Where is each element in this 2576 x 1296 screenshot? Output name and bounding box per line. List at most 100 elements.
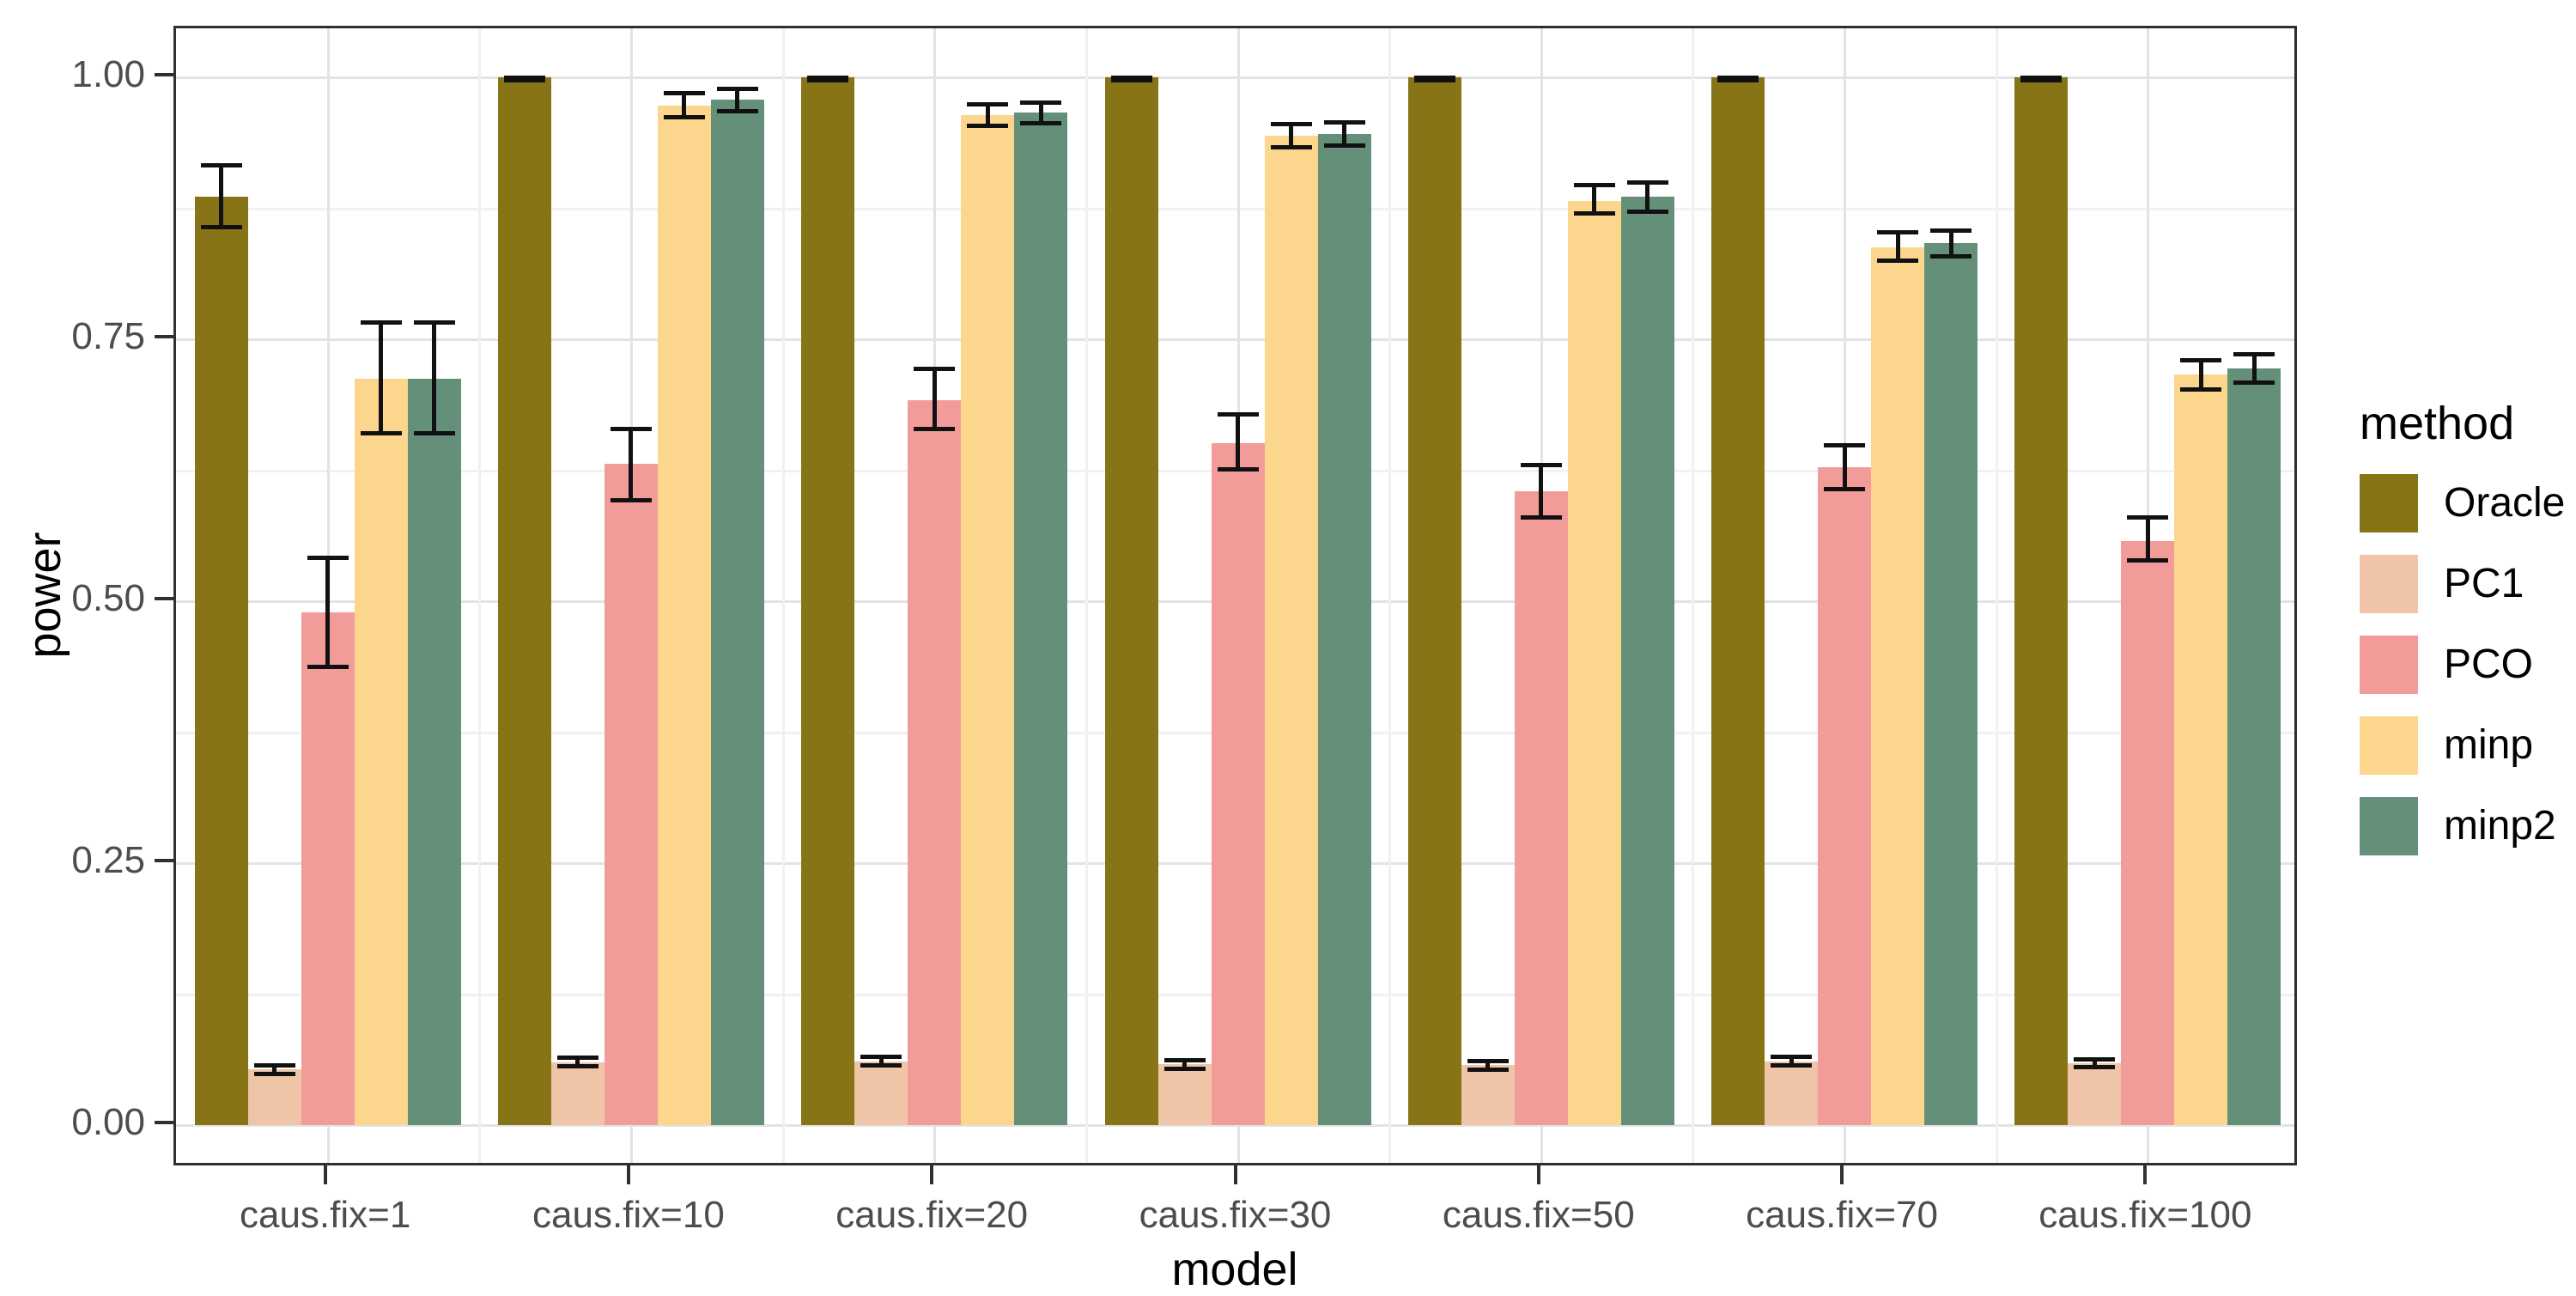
errorbar-cap-bottom-minp-caus.fix=30 xyxy=(1270,145,1312,150)
x-tick-label-caus.fix=20: caus.fix=20 xyxy=(835,1194,1029,1236)
errorbar-cap-bottom-Oracle-caus.fix=30 xyxy=(1110,78,1152,83)
bar-minp-caus.fix=100 xyxy=(2174,374,2228,1125)
errorbar-cap-bottom-Oracle-caus.fix=100 xyxy=(2020,78,2063,83)
gridline-x-minor-2 xyxy=(781,28,785,1163)
errorbar-cap-bottom-minp2-caus.fix=70 xyxy=(1930,254,1972,259)
bar-Oracle-caus.fix=10 xyxy=(497,77,551,1125)
plot-panel xyxy=(173,26,2297,1165)
errorbar-cap-bottom-PCO-caus.fix=100 xyxy=(2127,557,2169,563)
x-tick-caus.fix=30 xyxy=(1233,1165,1237,1184)
bar-PC1-caus.fix=30 xyxy=(1157,1064,1212,1125)
errorbar-cap-top-Oracle-caus.fix=20 xyxy=(807,75,849,80)
errorbar-line-minp-caus.fix=10 xyxy=(682,93,687,118)
y-tick-label-0.75: 0.75 xyxy=(71,315,145,357)
legend-items: Oracle PC1 PCO minp minp2 xyxy=(2360,474,2565,855)
errorbar-cap-bottom-minp2-caus.fix=1 xyxy=(413,431,455,436)
legend-label-minp: minp xyxy=(2444,722,2534,768)
errorbar-cap-bottom-minp-caus.fix=50 xyxy=(1573,211,1615,216)
errorbar-cap-top-minp2-caus.fix=1 xyxy=(413,319,455,325)
errorbar-line-PCO-caus.fix=10 xyxy=(629,429,634,501)
x-tick-label-caus.fix=30: caus.fix=30 xyxy=(1139,1194,1332,1236)
errorbar-cap-bottom-PC1-caus.fix=70 xyxy=(1771,1062,1813,1068)
errorbar-line-minp-caus.fix=100 xyxy=(2198,360,2203,390)
y-tick-label-0.00: 0.00 xyxy=(71,1101,145,1143)
legend-label-PC1: PC1 xyxy=(2444,561,2524,606)
bar-Oracle-caus.fix=30 xyxy=(1104,77,1158,1125)
x-axis-title: model xyxy=(1171,1244,1298,1295)
y-tick-label-0.25: 0.25 xyxy=(71,839,145,881)
errorbar-cap-top-minp2-caus.fix=70 xyxy=(1930,228,1972,233)
bar-PCO-caus.fix=100 xyxy=(2121,541,2175,1125)
errorbar-cap-top-PCO-caus.fix=30 xyxy=(1217,412,1259,417)
errorbar-cap-top-minp2-caus.fix=100 xyxy=(2233,351,2275,356)
y-tick-label-1.00: 1.00 xyxy=(71,53,145,95)
bar-minp2-caus.fix=30 xyxy=(1317,133,1371,1125)
legend-key-PCO xyxy=(2360,636,2418,694)
bar-minp-caus.fix=70 xyxy=(1871,246,1925,1125)
bar-minp-caus.fix=20 xyxy=(961,114,1015,1125)
errorbar-line-PC1-caus.fix=30 xyxy=(1182,1060,1187,1069)
x-tick-label-caus.fix=50: caus.fix=50 xyxy=(1442,1194,1635,1236)
errorbar-cap-bottom-minp2-caus.fix=30 xyxy=(1323,143,1365,148)
legend-item-PCO: PCO xyxy=(2360,636,2565,694)
legend-key-minp xyxy=(2360,716,2418,775)
errorbar-cap-top-PCO-caus.fix=10 xyxy=(610,427,652,432)
bar-Oracle-caus.fix=50 xyxy=(1407,77,1461,1125)
errorbar-cap-bottom-minp2-caus.fix=10 xyxy=(716,108,758,113)
legend-item-minp: minp xyxy=(2360,716,2565,775)
x-tick-label-caus.fix=100: caus.fix=100 xyxy=(2038,1194,2252,1236)
errorbar-line-minp-caus.fix=20 xyxy=(985,104,990,126)
y-tick-0.50 xyxy=(155,597,173,600)
errorbar-line-minp2-caus.fix=70 xyxy=(1948,230,1953,257)
errorbar-line-minp2-caus.fix=10 xyxy=(735,88,740,112)
x-tick-caus.fix=10 xyxy=(626,1165,630,1184)
x-tick-caus.fix=1 xyxy=(323,1165,327,1184)
x-tick-label-caus.fix=10: caus.fix=10 xyxy=(532,1194,725,1236)
errorbar-cap-top-PC1-caus.fix=1 xyxy=(253,1062,295,1068)
x-tick-caus.fix=20 xyxy=(930,1165,934,1184)
errorbar-cap-bottom-Oracle-caus.fix=70 xyxy=(1717,78,1759,83)
errorbar-line-PC1-caus.fix=10 xyxy=(575,1057,580,1067)
errorbar-line-minp-caus.fix=70 xyxy=(1895,232,1900,261)
x-tick-caus.fix=100 xyxy=(2143,1165,2148,1184)
errorbar-line-minp2-caus.fix=20 xyxy=(1038,102,1043,124)
errorbar-line-minp-caus.fix=30 xyxy=(1289,124,1293,148)
bar-minp2-caus.fix=20 xyxy=(1014,113,1068,1125)
y-tick-1.00 xyxy=(155,73,173,76)
errorbar-cap-bottom-PC1-caus.fix=100 xyxy=(2074,1065,2116,1070)
errorbar-cap-top-minp-caus.fix=100 xyxy=(2180,357,2222,362)
errorbar-cap-top-Oracle-caus.fix=70 xyxy=(1717,75,1759,80)
errorbar-line-PCO-caus.fix=30 xyxy=(1236,414,1240,470)
errorbar-line-minp2-caus.fix=1 xyxy=(432,322,437,434)
errorbar-cap-bottom-PCO-caus.fix=1 xyxy=(307,665,349,670)
errorbar-cap-top-PCO-caus.fix=1 xyxy=(307,556,349,561)
x-tick-label-caus.fix=1: caus.fix=1 xyxy=(239,1194,411,1236)
errorbar-cap-top-PC1-caus.fix=20 xyxy=(860,1055,902,1060)
errorbar-line-PC1-caus.fix=1 xyxy=(272,1065,277,1074)
errorbar-cap-top-Oracle-caus.fix=50 xyxy=(1413,75,1455,80)
errorbar-line-minp2-caus.fix=50 xyxy=(1645,182,1650,212)
gridline-y-1.00 xyxy=(176,76,2294,79)
errorbar-line-PCO-caus.fix=1 xyxy=(325,557,331,667)
x-tick-label-caus.fix=70: caus.fix=70 xyxy=(1746,1194,1938,1236)
errorbar-line-minp-caus.fix=50 xyxy=(1592,185,1597,214)
legend-item-PC1: PC1 xyxy=(2360,555,2565,613)
errorbar-cap-top-PCO-caus.fix=20 xyxy=(914,366,956,371)
errorbar-cap-bottom-minp-caus.fix=10 xyxy=(663,114,705,119)
gridline-x-minor-4 xyxy=(1388,28,1392,1163)
bar-minp2-caus.fix=10 xyxy=(710,99,764,1125)
errorbar-line-minp2-caus.fix=30 xyxy=(1342,122,1346,146)
bar-minp-caus.fix=1 xyxy=(354,379,408,1125)
gridline-y-minor-0.875 xyxy=(176,207,2294,210)
errorbar-line-PC1-caus.fix=70 xyxy=(1789,1056,1794,1066)
x-tick-caus.fix=50 xyxy=(1536,1165,1540,1184)
errorbar-cap-bottom-PCO-caus.fix=10 xyxy=(610,498,652,503)
bar-PC1-caus.fix=100 xyxy=(2068,1063,2122,1125)
errorbar-cap-top-minp-caus.fix=1 xyxy=(360,319,402,325)
errorbar-cap-top-minp2-caus.fix=50 xyxy=(1626,179,1668,185)
errorbar-cap-bottom-PCO-caus.fix=20 xyxy=(914,427,956,432)
legend-key-minp2 xyxy=(2360,797,2418,855)
errorbar-cap-bottom-PC1-caus.fix=30 xyxy=(1163,1066,1206,1071)
gridline-x-minor-5 xyxy=(1692,28,1695,1163)
